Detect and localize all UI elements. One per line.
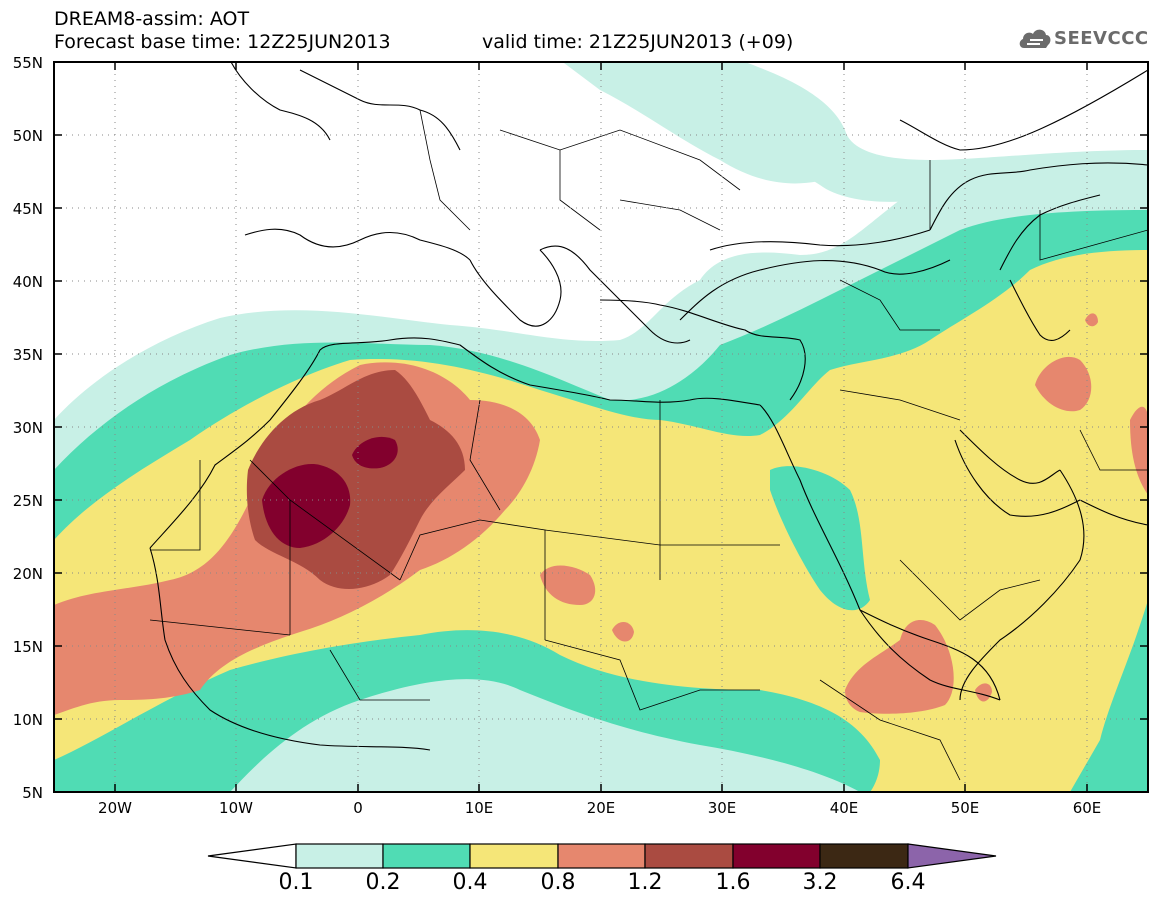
logo-text: SEEVCCC	[1054, 28, 1149, 49]
lat-label: 30N	[12, 419, 43, 437]
lon-label: 30E	[707, 799, 737, 817]
aot-blob-east	[1130, 406, 1148, 495]
forecast-base-time: Forecast base time: 12Z25JUN2013	[54, 31, 391, 53]
colorbar-bin-0.4	[469, 843, 559, 869]
aot-blob-chad	[540, 565, 596, 605]
aot-blob-sudan	[612, 621, 634, 642]
colorbar-bin-3.2	[819, 843, 909, 869]
aot-contour-1.6-north	[352, 436, 398, 469]
colorbar-bin-0.8	[557, 843, 646, 869]
country-borders	[149, 109, 1148, 781]
lat-label: 15N	[12, 638, 43, 656]
lat-label: 10N	[12, 711, 43, 729]
valid-time: valid time: 21Z25JUN2013 (+09)	[482, 31, 794, 53]
colorbar-bin-1.6	[732, 843, 821, 869]
lat-label: 45N	[12, 200, 43, 218]
colorbar-label: 3.2	[802, 870, 838, 895]
aot-contour-0.1-north	[615, 62, 1148, 202]
lon-label: 0	[353, 799, 363, 817]
colorbar-label: 0.1	[278, 870, 314, 895]
seevccc-logo: SEEVCCC	[1018, 22, 1153, 56]
lon-label: 20W	[98, 799, 132, 817]
aot-blob-iran	[1035, 356, 1092, 412]
lat-label: 25N	[12, 492, 43, 510]
lat-label: 40N	[12, 273, 43, 291]
lon-label: 50E	[950, 799, 980, 817]
lon-label: 60E	[1072, 799, 1102, 817]
colorbar	[207, 843, 997, 869]
lon-label: 20E	[586, 799, 616, 817]
lat-label: 50N	[12, 127, 43, 145]
colorbar-under-arrow	[207, 843, 297, 869]
cloud-icon	[1019, 29, 1051, 48]
aot-redsea-low	[770, 466, 870, 611]
colorbar-label: 0.4	[452, 870, 488, 895]
map-title: DREAM8-assim: AOT	[54, 8, 250, 30]
graticule	[54, 62, 1148, 792]
colorbar-label: 1.6	[715, 870, 751, 895]
colorbar-bin-0.2	[382, 843, 471, 869]
colorbar-label: 0.2	[365, 870, 401, 895]
aot-contour-1.6	[262, 464, 351, 548]
lon-label: 40E	[829, 799, 859, 817]
lat-label: 20N	[12, 565, 43, 583]
aot-blob-somalia	[975, 683, 992, 702]
lat-label: 35N	[12, 346, 43, 364]
aot-blob-caspian	[1085, 313, 1098, 327]
aot-central-africa-lowest	[230, 679, 860, 792]
colorbar-over-arrow	[907, 843, 997, 869]
axis-ticks	[54, 61, 1148, 793]
lon-label: 10W	[219, 799, 253, 817]
colorbar-label: 1.2	[627, 870, 663, 895]
colorbar-label: 0.8	[540, 870, 576, 895]
colorbar-bin-0.1	[295, 843, 384, 869]
lat-label: 55N	[12, 54, 43, 72]
aot-blob-yemen	[845, 620, 954, 714]
lon-label: 10E	[464, 799, 494, 817]
colorbar-label: 6.4	[890, 870, 926, 895]
coastlines	[149, 62, 1148, 751]
colorbar-bin-1.2	[644, 843, 734, 869]
lat-label: 5N	[22, 784, 43, 802]
